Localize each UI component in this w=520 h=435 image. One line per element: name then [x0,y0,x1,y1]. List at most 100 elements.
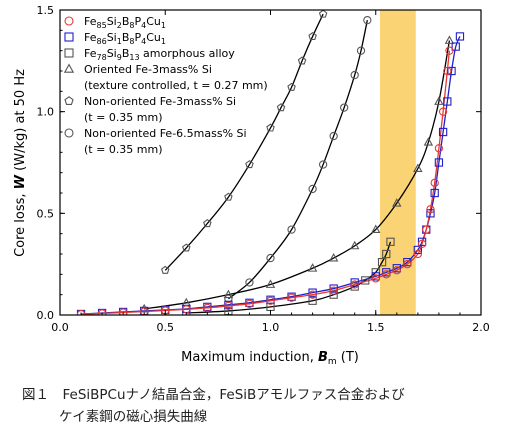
legend-label: Oriented Fe-3mass% Si [84,63,212,76]
data-point [203,219,212,228]
legend-label: Fe86Si1B8P4Cu1 [84,31,166,46]
data-point [265,279,276,288]
data-point [140,307,149,315]
legend-label: Non-oriented Fe-6.5mass% Si [84,127,247,140]
legend-entry-5: Non-oriented Fe-6.5mass% Si (t = 0.35 mm) [64,127,247,156]
data-point [377,257,387,267]
x-tick-label: 0.5 [157,321,175,334]
data-point [382,270,391,279]
legend-label: (t = 0.35 mm) [84,111,163,124]
data-point [363,16,372,25]
data-point [276,103,286,112]
data-point [350,70,359,80]
data-point [430,178,439,187]
data-point [287,82,296,91]
data-point [356,46,366,55]
data-point [443,66,452,76]
data-point [349,240,360,250]
data-point [413,249,422,259]
data-point [455,32,465,41]
legend-label: (t = 0.35 mm) [84,143,163,156]
data-point [426,209,435,218]
legend-entry-2: Fe78Si9B13 amorphous alloy [64,47,235,62]
data-point [287,293,296,302]
data-point [438,127,448,137]
legend-entry-0: Fe85Si2B8P4Cu1 [64,15,166,30]
data-point [119,308,128,315]
data-point [266,123,275,132]
data-point [413,245,422,255]
legend-entry-3: Oriented Fe-3mass% Si (texture controlled… [63,63,268,92]
legend-marker [64,32,74,42]
series-points-5 [76,46,454,315]
y-tick-label: 0.0 [37,309,55,322]
data-point [451,42,460,51]
x-tick-label: 1.0 [262,321,280,334]
data-point [297,56,307,65]
data-point [392,198,402,207]
series-line-5 [81,50,451,315]
caption-line-2: ケイ素鋼の磁心損失曲線 [59,409,208,425]
data-point [266,296,275,305]
x-tick-label: 0.0 [51,321,69,334]
data-point [245,278,254,287]
data-point [245,160,254,169]
data-point [245,299,254,308]
data-point [97,309,107,315]
data-point [182,243,191,252]
figure-caption: 図１ FeSiBPCuナノ結晶合金，FeSiBアモルファス合金および ケイ素鋼の… [22,384,512,428]
data-point [161,265,170,274]
legend-marker [64,96,74,105]
data-point [438,107,448,116]
series-points-1 [161,10,328,274]
data-point [308,290,317,299]
data-point [318,160,328,169]
data-point [328,252,339,262]
data-point [329,290,338,299]
legend-marker [64,16,74,26]
data-point [308,296,317,305]
data-point [434,158,444,167]
data-point [329,286,338,295]
legend-entry-1: Fe86Si1B8P4Cu1 [64,31,166,46]
legend-label: Fe78Si9B13 amorphous alloy [84,47,235,62]
y-tick-label: 0.5 [37,207,55,220]
data-point [423,137,434,146]
data-point [413,163,423,173]
data-point [371,224,381,234]
series-line-1 [164,13,324,271]
data-point [444,35,455,44]
data-point [417,239,427,248]
legend-label: (texture controlled, t = 0.27 mm) [84,79,268,92]
legend-marker [63,63,75,73]
series-points-2 [139,35,455,313]
series-line-0 [228,20,368,300]
y-tick-label: 1.0 [37,106,55,119]
data-point [445,46,454,55]
y-axis-title: Core loss, W (W/kg) at 50 Hz [13,69,28,257]
x-tick-label: 1.5 [367,321,385,334]
data-point [76,310,86,315]
data-point [434,96,444,105]
data-point [443,97,452,106]
data-point [386,237,395,246]
data-point [430,188,439,198]
x-axis-title: Maximum induction, Bm (T) [181,350,359,367]
data-point [329,131,338,141]
data-point [307,263,318,272]
core-loss-chart: 0.0 0.5 1.0 1.5 2.0 0.0 0.5 1.0 1.5 Fe85Si2B8P4C… [13,4,490,367]
data-point [287,225,296,234]
data-point [434,144,444,153]
data-point [224,192,233,201]
data-point [340,103,349,112]
data-point [350,280,359,289]
data-point [203,303,212,313]
legend-marker [64,128,74,138]
data-point [266,253,275,263]
data-point [308,184,317,194]
legend-label: Non-oriented Fe-3mass% Si [84,95,236,108]
series-points-0 [224,16,372,303]
data-point [318,10,328,18]
data-point [392,266,401,275]
legend-marker [64,48,74,58]
